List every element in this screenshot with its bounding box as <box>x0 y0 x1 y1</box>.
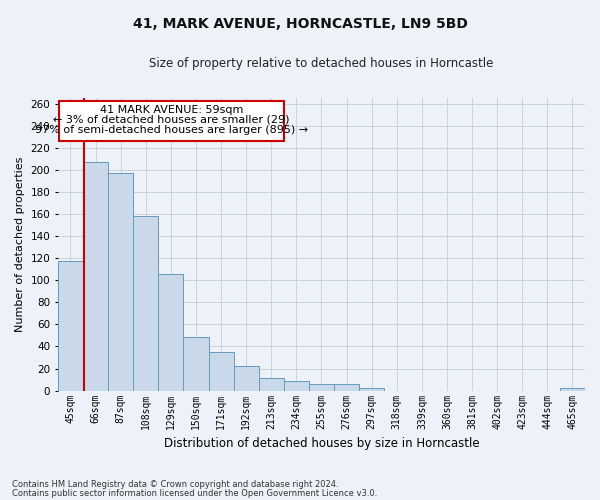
FancyBboxPatch shape <box>59 102 284 141</box>
Bar <box>309 384 334 390</box>
Text: Contains public sector information licensed under the Open Government Licence v3: Contains public sector information licen… <box>12 488 377 498</box>
Title: Size of property relative to detached houses in Horncastle: Size of property relative to detached ho… <box>149 58 494 70</box>
Bar <box>233 366 259 390</box>
Y-axis label: Number of detached properties: Number of detached properties <box>15 156 25 332</box>
Bar <box>83 162 108 390</box>
Text: ← 3% of detached houses are smaller (29): ← 3% of detached houses are smaller (29) <box>53 114 290 124</box>
Bar <box>158 274 184 390</box>
Text: 41 MARK AVENUE: 59sqm: 41 MARK AVENUE: 59sqm <box>100 104 243 115</box>
Bar <box>259 378 284 390</box>
Bar <box>108 173 133 390</box>
Text: Contains HM Land Registry data © Crown copyright and database right 2024.: Contains HM Land Registry data © Crown c… <box>12 480 338 489</box>
Bar <box>560 388 585 390</box>
Text: 97% of semi-detached houses are larger (895) →: 97% of semi-detached houses are larger (… <box>35 124 308 134</box>
X-axis label: Distribution of detached houses by size in Horncastle: Distribution of detached houses by size … <box>164 437 479 450</box>
Bar <box>284 380 309 390</box>
Bar <box>334 384 359 390</box>
Bar <box>209 352 233 391</box>
Bar <box>133 216 158 390</box>
Bar <box>359 388 384 390</box>
Bar <box>184 336 209 390</box>
Text: 41, MARK AVENUE, HORNCASTLE, LN9 5BD: 41, MARK AVENUE, HORNCASTLE, LN9 5BD <box>133 18 467 32</box>
Bar <box>58 262 83 390</box>
